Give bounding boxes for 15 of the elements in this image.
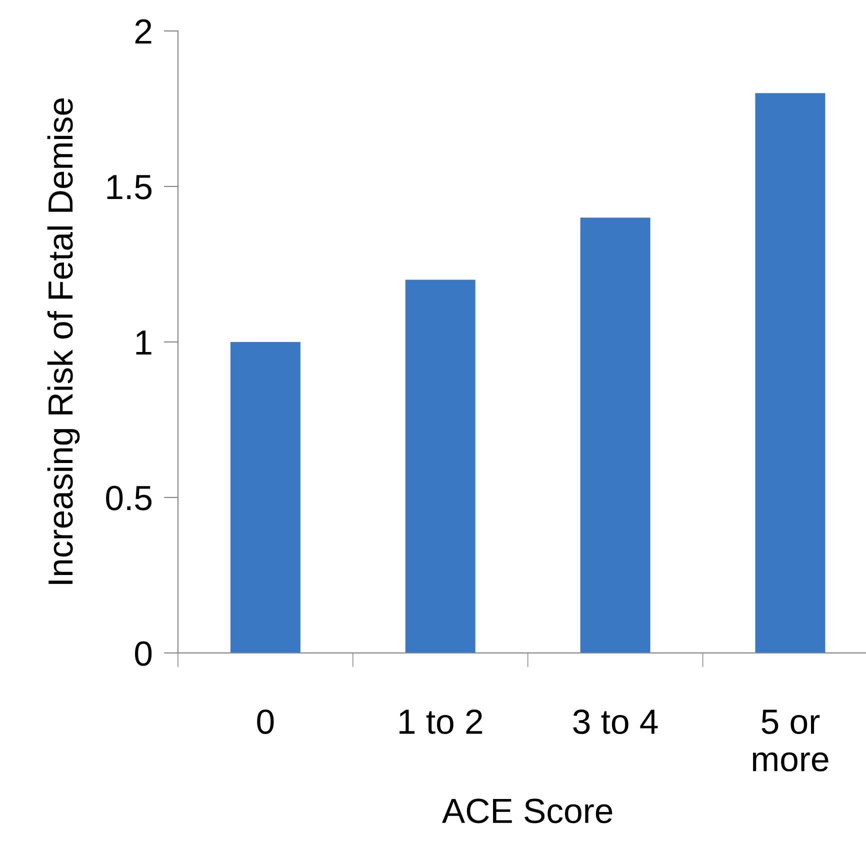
y-tick-label: 0: [135, 641, 152, 666]
bar: [755, 93, 826, 653]
y-tick-label: 0.5: [106, 486, 152, 510]
y-tick-label: 2: [135, 19, 152, 44]
bar: [405, 280, 476, 653]
x-tick-label: 3 to 4: [573, 709, 658, 734]
x-tick-label: 1 to 2: [400, 709, 482, 734]
y-tick-label: 1.5: [107, 175, 152, 200]
x-axis-title: ACE Score: [442, 798, 612, 824]
x-tick-label: 5 or more: [752, 710, 828, 772]
y-tick-label: 1: [136, 330, 152, 355]
bar: [580, 218, 650, 653]
bar: [230, 342, 300, 653]
y-axis-title: Increasing Risk of Fetal Demise: [47, 98, 80, 584]
x-tick-label: 0: [257, 709, 274, 734]
